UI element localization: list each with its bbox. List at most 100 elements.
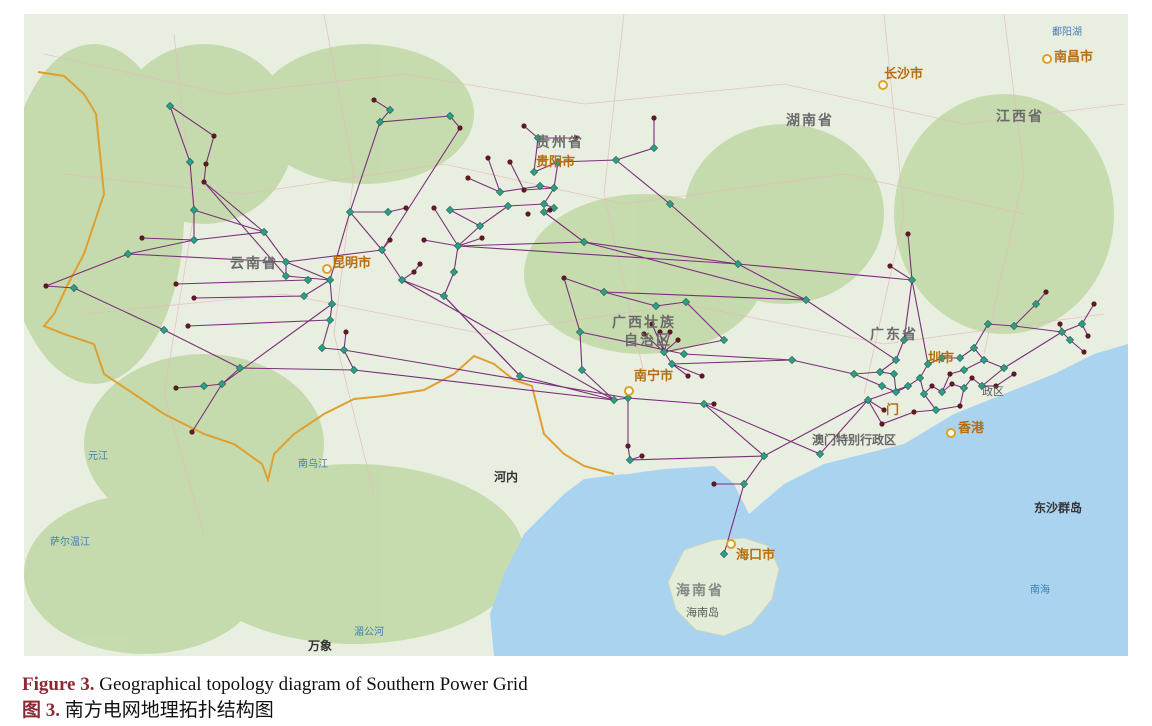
label-guiyang: 贵阳市 [536, 155, 576, 170]
substation-node-green [919, 389, 929, 399]
transmission-line [879, 359, 897, 373]
transmission-line [449, 209, 481, 227]
label-poyang: 鄱阳湖 [1052, 27, 1082, 38]
substation-node-dark [1043, 289, 1049, 295]
transmission-line [127, 239, 195, 255]
substation-node-green [983, 319, 993, 329]
label-wanxiang: 万象 [308, 639, 333, 653]
nanning-dot [624, 386, 634, 396]
transmission-line [381, 127, 461, 251]
transmission-line [467, 177, 501, 193]
substation-node-green [733, 259, 743, 269]
transmission-line [603, 291, 807, 301]
substation-node-green [623, 393, 633, 403]
substation-node-dark [189, 429, 195, 435]
transmission-line [853, 373, 883, 387]
substation-node-green [969, 343, 979, 353]
substation-node-green [397, 275, 407, 285]
substation-node-green [165, 101, 175, 111]
substation-node-green [959, 383, 969, 393]
transmission-line [381, 249, 403, 281]
substation-node-green [325, 275, 335, 285]
label-hanoi: 河内 [494, 470, 519, 484]
caption-en-label: Figure 3. [22, 674, 95, 695]
topology-map[interactable] [24, 14, 1128, 656]
transmission-line [479, 205, 509, 227]
substation-node-green [899, 335, 909, 345]
transmission-line [509, 161, 525, 191]
hainan-island-shape [667, 537, 780, 637]
substation-node-green [345, 207, 355, 217]
substation-node-dark [573, 135, 579, 141]
substation-node-green [979, 355, 989, 365]
transmission-line [903, 279, 913, 341]
substation-node-green [679, 349, 689, 359]
substation-node-green [999, 363, 1009, 373]
transmission-line [401, 279, 445, 297]
substation-node-dark [173, 385, 179, 391]
substation-node-dark [525, 211, 531, 217]
label-hk-region: 政区 [982, 385, 1004, 398]
substation-node-green [665, 199, 675, 209]
substation-node-dark [561, 275, 567, 281]
transmission-line [669, 203, 739, 265]
changsha-dot [878, 80, 888, 90]
substation-node-green [739, 479, 749, 489]
transmission-line [205, 135, 215, 165]
label-hainan-prov: 海南省 [676, 583, 724, 599]
substation-node-dark [547, 207, 553, 213]
substation-node-dark [929, 383, 935, 389]
caption-en: Figure 3. Geographical topology diagram … [22, 672, 1122, 698]
substation-node-green [533, 133, 543, 143]
substation-node-dark [957, 403, 963, 409]
transmission-line [973, 323, 989, 349]
transmission-line [983, 359, 1005, 369]
transmission-line [189, 161, 195, 211]
substation-node-dark [667, 329, 673, 335]
label-guangxi-2: 自治区 [624, 333, 672, 349]
substation-node-green [439, 291, 449, 301]
map-frame[interactable]: 鄱阳湖 南昌市 长沙市 湖南省 江西省 贵州省 贵阳市 云南省 昆明市 广西壮族… [24, 14, 1128, 656]
transmission-line [191, 383, 223, 433]
substation-node-dark [203, 161, 209, 167]
substation-node-green [1031, 299, 1041, 309]
substation-node-green [877, 381, 887, 391]
substation-nodes [43, 97, 1097, 559]
transmission-line [737, 263, 913, 281]
label-changsha: 长沙市 [884, 67, 924, 82]
figure-caption: Figure 3. Geographical topology diagram … [22, 672, 1122, 724]
substation-node-green [515, 371, 525, 381]
hongkong-dot [946, 428, 956, 438]
substation-node-dark [911, 409, 917, 415]
substation-node-green [549, 183, 559, 193]
transmission-line [737, 263, 807, 301]
transmission-line [791, 359, 855, 375]
substation-node-green [863, 395, 873, 405]
transmission-line [805, 299, 897, 361]
label-kunming: 昆明市 [332, 256, 372, 271]
transmission-line [45, 285, 75, 289]
transmission-line [671, 363, 703, 377]
transmission-line [583, 241, 807, 301]
transmission-line [329, 279, 333, 305]
transmission-line [423, 239, 459, 247]
label-nanning: 南宁市 [634, 369, 674, 384]
transmission-line [303, 279, 331, 297]
transmission-line [583, 241, 739, 265]
substation-node-green [189, 235, 199, 245]
transmission-line [703, 403, 821, 455]
transmission-line [349, 121, 381, 213]
substation-node-green [1057, 327, 1067, 337]
label-guangdong: 广东省 [870, 327, 918, 343]
substation-node-dark [1057, 321, 1063, 327]
substation-node-green [907, 275, 917, 285]
transmission-line [1081, 303, 1095, 325]
transmission-line [655, 301, 687, 307]
substation-node-green [339, 345, 349, 355]
substation-node-dark [905, 231, 911, 237]
caption-en-text: Geographical topology diagram of Souther… [99, 674, 528, 695]
caption-zh: 图 3. 南方电网地理拓扑结构图 [22, 698, 1122, 724]
substation-node-green [849, 369, 859, 379]
substation-node-dark [479, 235, 485, 241]
transmission-line [457, 225, 481, 247]
